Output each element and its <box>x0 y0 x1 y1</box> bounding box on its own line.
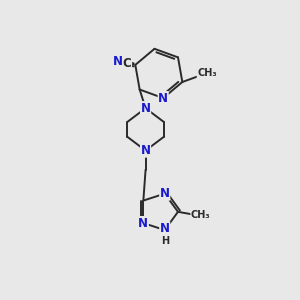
Text: CH₃: CH₃ <box>197 68 217 79</box>
Text: N: N <box>158 92 168 105</box>
Text: N: N <box>112 55 123 68</box>
Text: N: N <box>141 144 151 157</box>
Text: H: H <box>161 236 169 246</box>
Text: CH₃: CH₃ <box>191 210 211 220</box>
Text: N: N <box>160 222 170 235</box>
Text: C: C <box>123 57 131 70</box>
Text: N: N <box>141 102 151 115</box>
Text: N: N <box>138 217 148 230</box>
Text: N: N <box>160 187 170 200</box>
